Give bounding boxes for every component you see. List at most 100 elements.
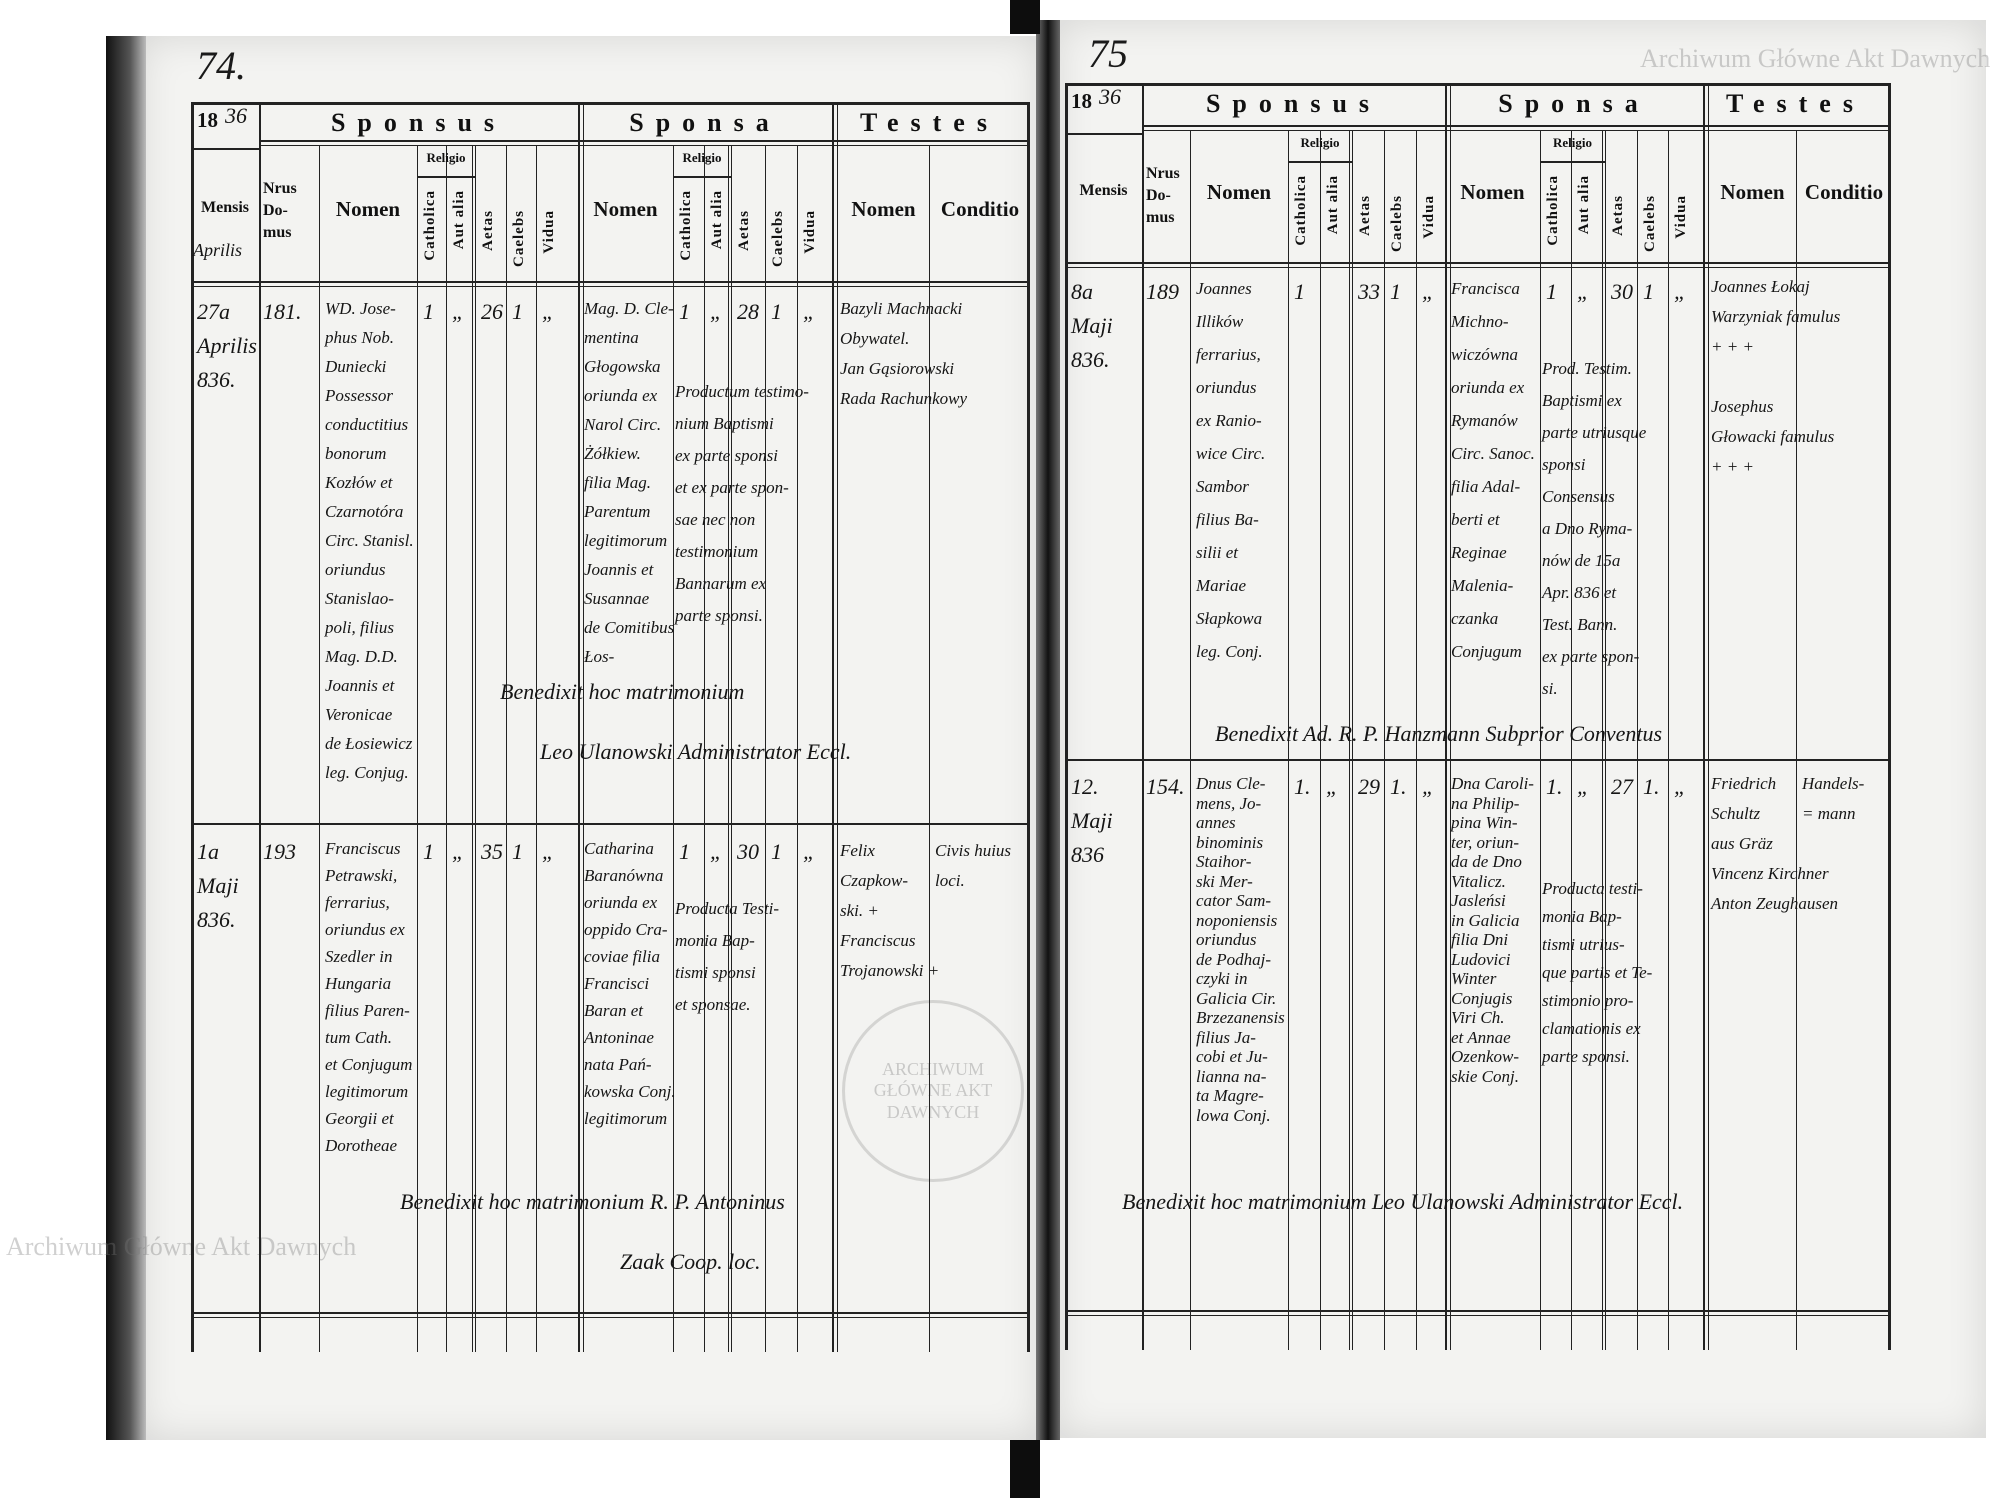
- sponsa-name-line: Circ. Sanoc.: [1451, 444, 1535, 463]
- sponsus-name-line: wice Circ.: [1196, 444, 1266, 463]
- sponsa-name-line: Catharina: [584, 839, 654, 858]
- column-line: [417, 146, 418, 1352]
- sponsus-name-line: tum Cath.: [325, 1028, 393, 1047]
- sponsus-name-line: leg. Conj.: [1196, 642, 1263, 661]
- entry-house-number: 181.: [263, 299, 302, 324]
- entry-month-date: 27a: [197, 299, 230, 324]
- rule-line: [417, 176, 475, 178]
- entry-month-date: 1a: [197, 839, 219, 864]
- witness-line: Josephus: [1711, 397, 1774, 416]
- document-note-line: tismi sponsi: [675, 963, 756, 982]
- sponsus-name-line: Joannis et: [325, 676, 395, 695]
- header-testes-nomen: Nomen: [851, 196, 916, 221]
- benediction-line: Leo Ulanowski Administrator Eccl.: [540, 739, 852, 764]
- sponsa-name-line: Rymanów: [1451, 411, 1518, 430]
- benediction-line: Benedixit Ad. R. P. Hanzmann Subprior Co…: [1215, 721, 1663, 746]
- sponsa-aut-alia: „: [1577, 279, 1590, 304]
- header-sponsus-caelebs: Caelebs: [1389, 195, 1405, 252]
- header-nrus-domus: Nrus: [1146, 165, 1180, 182]
- document-note-line: parte sponsi.: [1542, 1047, 1630, 1066]
- sponsus-name-line: WD. Jose-: [325, 299, 396, 318]
- sponsus-name-line: Szedler in: [325, 947, 393, 966]
- sponsa-name-line: ter, oriun-: [1451, 832, 1519, 852]
- sponsus-caelebs: 1: [1390, 279, 1401, 304]
- sponsus-name-line: poli, filius: [325, 618, 394, 637]
- sponsa-caelebs: 1: [771, 839, 782, 864]
- header-nrus-domus: Do-: [263, 202, 288, 219]
- sponsa-name-line: Viri Ch.: [1451, 1008, 1505, 1027]
- header-sponsa-nomen: Nomen: [1460, 179, 1525, 204]
- sponsa-name-line: Ludovici: [1451, 949, 1511, 969]
- watermark-top-right: Archiwum Główne Akt Dawnych: [1640, 44, 1991, 73]
- sponsus-aut-alia: „: [452, 839, 465, 864]
- witness-line: Jan Gąsiorowski: [840, 359, 955, 378]
- sponsus-name-line: Dorotheae: [325, 1136, 398, 1155]
- entry-month-date: 8a: [1071, 279, 1093, 304]
- rule-line: [1445, 125, 1703, 127]
- column-line: [1637, 131, 1638, 1350]
- rule-line: [1445, 130, 1703, 131]
- header-nrus-domus: mus: [263, 224, 292, 241]
- header-religio: Religio: [1300, 135, 1340, 150]
- sponsus-name-line: Stanislao-: [325, 589, 394, 608]
- sponsa-vidua: „: [803, 839, 816, 864]
- header-conditio: Conditio: [940, 196, 1020, 221]
- header-sponsus-catholica: Catholica: [1293, 175, 1309, 246]
- column-line: [704, 146, 705, 1352]
- document-note-line: monia Bap-: [675, 931, 755, 950]
- witness-line: + + +: [1711, 457, 1754, 476]
- sponsa-name-line: in Galicia: [1451, 910, 1520, 930]
- entry-month-date: 836.: [197, 907, 236, 932]
- sponsa-aut-alia: „: [710, 839, 723, 864]
- sponsa-name-line: Joannis et: [584, 560, 654, 579]
- document-note-line: si.: [1542, 679, 1558, 698]
- sponsa-name-line: Parentum: [584, 502, 651, 521]
- header-mensis: Mensis: [1079, 181, 1128, 199]
- sponsus-name-line: czyki in: [1196, 969, 1248, 988]
- sponsa-name-line: berti et: [1451, 510, 1500, 529]
- sponsa-aetas: 28: [737, 299, 759, 324]
- rule-line: [1065, 1315, 1888, 1316]
- sponsa-name-line: de Comitibus: [584, 618, 675, 637]
- sponsa-name-line: Vitalicz.: [1451, 871, 1506, 891]
- sponsa-aetas: 30: [1611, 279, 1633, 304]
- rule-line: [1065, 262, 1888, 264]
- column-line: [673, 146, 674, 1352]
- sponsus-name-line: annes: [1196, 813, 1236, 832]
- sponsa-name-line: legitimorum: [584, 531, 668, 550]
- sponsa-name-line: Ozenkow-: [1451, 1047, 1519, 1066]
- header-sponsus-aetas: Aetas: [480, 210, 496, 251]
- column-line: [1888, 83, 1891, 1350]
- archive-seal-stamp: ARCHIWUM GŁÓWNE AKT DAWNYCH: [842, 1000, 1024, 1182]
- rule-line: [832, 140, 1027, 142]
- sponsa-name-line: mentina: [584, 328, 639, 347]
- column-line: [728, 146, 729, 1352]
- sponsa-name-line: Jasleńsi: [1451, 891, 1506, 910]
- rule-line: [191, 281, 1027, 283]
- sponsus-vidua: „: [1422, 774, 1435, 799]
- rule-line: [1065, 83, 1888, 86]
- sponsus-name-line: Circ. Stanisl.: [325, 531, 414, 550]
- sponsa-aetas: 27: [1611, 774, 1633, 799]
- header-sponsa-vidua: Vidua: [802, 210, 818, 254]
- column-line: [1027, 102, 1030, 1352]
- sponsus-name-line: Franciscus: [325, 839, 401, 858]
- entry-month-date: Maji: [197, 873, 239, 898]
- document-note-line: tismi utrius-: [1542, 935, 1625, 954]
- rule-line: [259, 140, 578, 142]
- header-sponsus-aetas: Aetas: [1357, 195, 1373, 236]
- entry-house-number: 154.: [1146, 774, 1185, 799]
- column-line: [578, 102, 580, 1352]
- rule-line: [191, 1312, 1027, 1314]
- column-line: [1708, 83, 1709, 1350]
- document-note-line: testimonium: [675, 542, 759, 561]
- sponsus-name-line: de Podhaj-: [1196, 949, 1272, 969]
- header-sponsa-catholica: Catholica: [678, 190, 694, 261]
- sponsus-aetas: 35: [481, 839, 503, 864]
- document-note-line: nium Baptismi: [675, 414, 774, 433]
- sponsus-catholica: 1.: [1294, 774, 1311, 799]
- witness-line: ski. +: [840, 901, 879, 920]
- column-line: [1445, 83, 1447, 1350]
- benediction-line: Benedixit hoc matrimonium Leo Ulanowski …: [1122, 1189, 1684, 1214]
- sponsa-name-line: Francisca: [1451, 279, 1520, 298]
